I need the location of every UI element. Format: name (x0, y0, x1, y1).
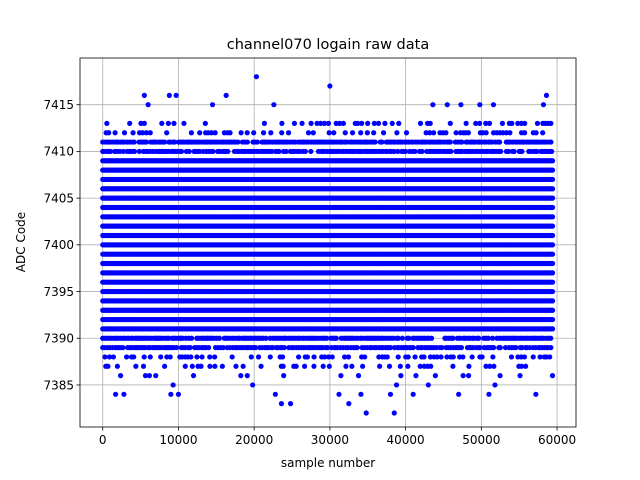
data-point (549, 223, 556, 229)
data-point (549, 204, 556, 211)
data-point (549, 326, 556, 332)
data-point (549, 251, 556, 257)
data-point (549, 279, 556, 285)
data-points (100, 74, 556, 416)
data-point (549, 195, 556, 201)
data-point (549, 307, 556, 313)
data-point (549, 288, 556, 295)
data-point (549, 232, 556, 239)
data-point (549, 298, 556, 304)
data-point (549, 316, 556, 323)
data-point (549, 270, 556, 276)
data-point (549, 214, 556, 220)
data-point (549, 242, 556, 248)
data-point (549, 260, 556, 267)
